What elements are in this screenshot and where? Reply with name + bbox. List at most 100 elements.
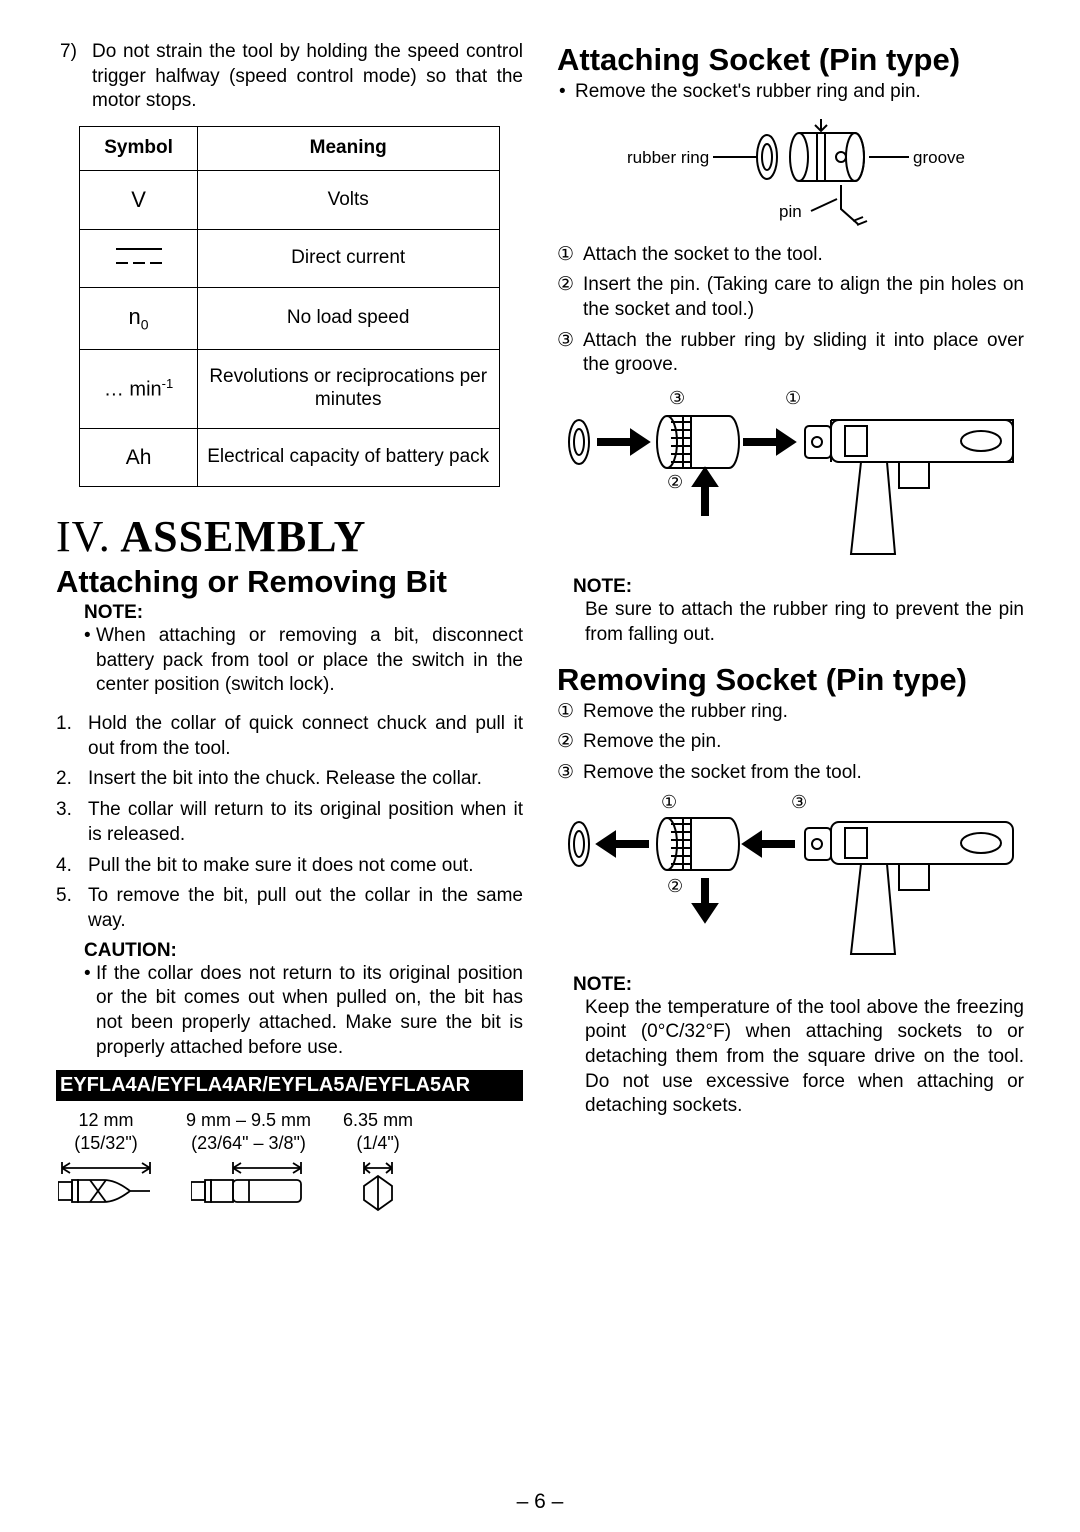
table-row: Ah Electrical capacity of battery pack — [80, 428, 499, 486]
sym-dc — [80, 230, 197, 288]
step-num: 4. — [56, 854, 88, 879]
label-rubber: rubber ring — [627, 148, 709, 167]
circ-num: ③ — [557, 761, 583, 786]
caution-label: CAUTION: — [84, 940, 523, 962]
subhead-attach-bit: Attaching or Removing Bit — [56, 564, 523, 600]
circ-text: Insert the pin. (Taking care to align th… — [583, 273, 1024, 322]
label-groove: groove — [913, 148, 965, 167]
section-name: ASSEMBLY — [111, 512, 367, 561]
circ-step: ① Remove the rubber ring. — [557, 700, 1024, 725]
step-text: Insert the bit into the chuck. Release t… — [88, 767, 523, 792]
bit1-l1: 12 mm — [58, 1109, 154, 1132]
note3-label: NOTE: — [573, 974, 1024, 996]
circ-step: ③ Attach the rubber ring by sliding it i… — [557, 329, 1024, 378]
circ-num: ② — [557, 730, 583, 755]
bits-row: 12 mm (15/32") 9 mm – 9.5 — [56, 1101, 523, 1218]
circ-step: ① Attach the socket to the tool. — [557, 243, 1024, 268]
bit1-l2: (15/32") — [58, 1132, 154, 1155]
sym-n0: n0 — [80, 288, 197, 350]
right-bullet1: • Remove the socket's rubber ring and pi… — [559, 80, 1024, 105]
circ-num: ② — [557, 273, 583, 298]
step-num: 5. — [56, 884, 88, 909]
bit2-icon — [191, 1160, 307, 1212]
circ-text: Remove the socket from the tool. — [583, 761, 1024, 786]
mean-min: Revolutions or reciprocations per minute… — [197, 350, 499, 429]
circ-text: Attach the socket to the tool. — [583, 243, 1024, 268]
dc-icon — [116, 246, 162, 264]
note-bullet: • When attaching or removing a bit, disc… — [84, 624, 523, 698]
note2-text: Be sure to attach the rubber ring to pre… — [585, 598, 1024, 647]
circ-step: ② Remove the pin. — [557, 730, 1024, 755]
section-num: IV. — [56, 512, 111, 561]
mean-n0: No load speed — [197, 288, 499, 350]
circ-text: Remove the pin. — [583, 730, 1024, 755]
table-row: Direct current — [80, 230, 499, 288]
symbol-table: Symbol Meaning V Volts Direct current — [79, 126, 499, 487]
caution-bullet: • If the collar does not return to its o… — [84, 962, 523, 1061]
bit3-icon — [348, 1160, 408, 1212]
circ-text: Attach the rubber ring by sliding it int… — [583, 329, 1024, 378]
th-symbol: Symbol — [80, 127, 197, 171]
svg-text:②: ② — [667, 876, 683, 896]
sym-v: V — [80, 170, 197, 229]
step-item: 2. Insert the bit into the chuck. Releas… — [56, 767, 523, 792]
table-row: n0 No load speed — [80, 288, 499, 350]
step-text: Pull the bit to make sure it does not co… — [88, 854, 523, 879]
bullet-dot: • — [84, 962, 96, 987]
intro-text: Do not strain the tool by holding the sp… — [92, 40, 523, 114]
bit-col-1: 12 mm (15/32") — [58, 1109, 154, 1218]
circ-num: ① — [557, 700, 583, 725]
tool-remove-diagram: ① ③ ② — [561, 794, 1021, 964]
note2-label: NOTE: — [573, 576, 1024, 598]
bit2-l1: 9 mm – 9.5 mm — [186, 1109, 311, 1132]
step-item: 3. The collar will return to its origina… — [56, 798, 523, 847]
bullet-text: Remove the socket's rubber ring and pin. — [575, 80, 1024, 105]
step-num: 1. — [56, 712, 88, 737]
ring-pin-diagram: rubber ring groove pin — [611, 113, 971, 233]
bit-col-3: 6.35 mm (1/4") — [343, 1109, 413, 1218]
bullet-dot: • — [559, 80, 575, 105]
bit3-l1: 6.35 mm — [343, 1109, 413, 1132]
subhead-remove-socket: Removing Socket (Pin type) — [557, 662, 1024, 698]
bit1-icon — [58, 1160, 154, 1212]
circ-text: Remove the rubber ring. — [583, 700, 1024, 725]
svg-text:①: ① — [785, 388, 801, 408]
mean-ah: Electrical capacity of battery pack — [197, 428, 499, 486]
circ-num: ① — [557, 243, 583, 268]
mean-dc: Direct current — [197, 230, 499, 288]
step-num: 2. — [56, 767, 88, 792]
bit2-l2: (23/64" – 3/8") — [186, 1132, 311, 1155]
sym-min: … min-1 — [80, 350, 197, 429]
bullet-dot: • — [84, 624, 96, 649]
caution-text: If the collar does not return to its ori… — [96, 962, 523, 1061]
step-num: 3. — [56, 798, 88, 823]
table-row: … min-1 Revolutions or reciprocations pe… — [80, 350, 499, 429]
circ-num: ③ — [557, 329, 583, 354]
svg-text:①: ① — [661, 794, 677, 812]
svg-text:③: ③ — [669, 388, 685, 408]
bit3-l2: (1/4") — [343, 1132, 413, 1155]
step-item: 5. To remove the bit, pull out the colla… — [56, 884, 523, 933]
sym-ah: Ah — [80, 428, 197, 486]
step-text: To remove the bit, pull out the collar i… — [88, 884, 523, 933]
note-text: When attaching or removing a bit, discon… — [96, 624, 523, 698]
note-label: NOTE: — [84, 602, 523, 624]
mean-v: Volts — [197, 170, 499, 229]
model-band: EYFLA4A/EYFLA4AR/EYFLA5A/EYFLA5AR — [56, 1070, 523, 1101]
intro-num: 7) — [60, 40, 92, 65]
step-item: 4. Pull the bit to make sure it does not… — [56, 854, 523, 879]
bit-col-2: 9 mm – 9.5 mm (23/64" – 3/8") — [186, 1109, 311, 1218]
intro-item: 7) Do not strain the tool by holding the… — [56, 40, 523, 114]
svg-text:②: ② — [667, 472, 683, 492]
step-text: The collar will return to its original p… — [88, 798, 523, 847]
tool-attach-diagram: ③ ① ② — [561, 386, 1021, 566]
section-heading: IV. ASSEMBLY — [56, 511, 523, 562]
th-meaning: Meaning — [197, 127, 499, 171]
table-row: V Volts — [80, 170, 499, 229]
svg-text:③: ③ — [791, 794, 807, 812]
step-item: 1. Hold the collar of quick connect chuc… — [56, 712, 523, 761]
circ-step: ② Insert the pin. (Taking care to align … — [557, 273, 1024, 322]
step-text: Hold the collar of quick connect chuck a… — [88, 712, 523, 761]
page-number: – 6 – — [0, 1490, 1080, 1514]
circ-step: ③ Remove the socket from the tool. — [557, 761, 1024, 786]
